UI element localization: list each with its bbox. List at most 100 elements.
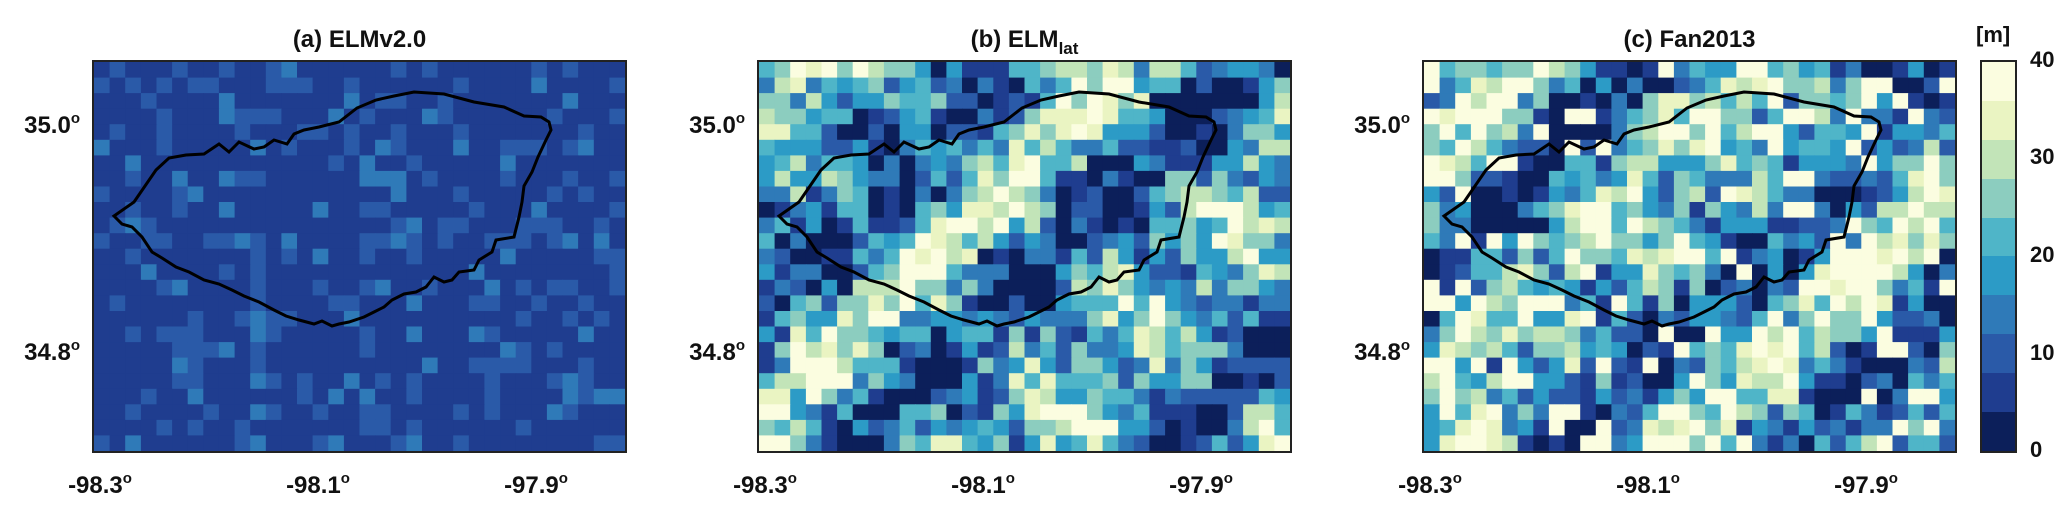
raster-cell [883,388,901,405]
raster-cell [1689,77,1706,94]
raster-cell [1689,233,1706,250]
raster-cell [1149,139,1166,156]
raster-cell [930,435,947,451]
raster-cell [1767,373,1784,390]
raster-cell [1486,295,1503,312]
raster-cell [1814,217,1831,234]
raster-cell [1024,357,1041,374]
raster-cell [1861,295,1878,312]
raster-cell [562,186,579,203]
raster-cell [312,93,329,110]
raster-cell [343,124,361,141]
colorbar-segment [1982,295,2015,335]
raster-cell [1689,124,1706,141]
raster-cell [1798,388,1815,405]
raster-cell [1939,357,1955,374]
raster-cell [1564,202,1581,219]
raster-cell [437,108,454,125]
raster-cell [1087,295,1104,312]
raster-cell [1439,326,1456,343]
raster-cell [1798,108,1815,125]
raster-cell [1424,202,1441,219]
raster-cell [562,326,579,343]
raster-cell [375,311,392,328]
raster-cell [500,93,517,110]
raster-cell [868,233,885,250]
raster-cell [375,419,392,437]
raster-cell [1830,124,1847,141]
raster-cell [187,357,204,374]
raster-cell [1149,404,1166,421]
raster-cell [1908,77,1925,94]
raster-cell [281,155,298,172]
raster-cell [1118,202,1135,219]
raster-cell [1705,77,1722,94]
raster-cell [1274,108,1290,125]
raster-cell [1908,233,1925,250]
raster-cell [562,264,579,281]
raster-cell [1689,295,1706,312]
raster-cell [140,155,158,172]
raster-cell [899,326,916,343]
raster-cell [609,124,625,141]
raster-cell [1470,217,1488,234]
raster-cell [805,233,823,250]
raster-cell [883,108,901,125]
raster-cell [1165,326,1182,343]
raster-cell [1424,93,1441,110]
raster-cell [1258,139,1275,156]
raster-cell [578,419,595,437]
raster-cell [1611,419,1628,437]
raster-cell [821,419,838,437]
raster-cell [1611,404,1628,421]
raster-cell [1102,373,1119,390]
raster-cell [899,295,916,312]
raster-cell [1736,295,1753,312]
raster-cell [774,170,791,188]
raster-cell [962,77,979,94]
raster-cell [1580,264,1597,281]
raster-cell [343,357,361,374]
raster-cell [546,248,564,265]
raster-cell [1502,435,1519,451]
raster-cell [1752,357,1769,374]
raster-cell [1502,326,1519,343]
raster-cell [1845,124,1862,141]
raster-cell [868,373,885,390]
raster-cell [1783,217,1800,234]
raster-cell [852,170,869,188]
raster-cell [1845,93,1862,110]
raster-cell [1008,264,1026,281]
raster-cell [1783,404,1800,421]
raster-cell [1486,93,1503,110]
raster-cell [805,388,823,405]
raster-cell [578,217,595,234]
raster-cell [1548,155,1566,172]
raster-cell [125,233,142,250]
raster-cell [1783,108,1800,125]
raster-cell [977,217,994,234]
raster-cell [1258,342,1275,359]
raster-cell [1798,357,1815,374]
raster-cell [234,202,251,219]
raster-cell [1211,62,1229,79]
raster-cell [593,404,610,421]
raster-cell [1243,139,1260,156]
colorbar [1980,60,2017,453]
raster-cell [868,108,885,125]
raster-cell [1055,248,1072,265]
raster-cell [234,419,251,437]
raster-cell [125,388,142,405]
raster-cell [821,388,838,405]
raster-cell [172,155,189,172]
raster-cell [265,62,282,79]
raster-cell [1752,217,1769,234]
raster-cell [1517,326,1534,343]
raster-cell [759,388,776,405]
raster-cell [1455,373,1472,390]
raster-cell [1908,264,1925,281]
raster-cell [609,155,625,172]
raster-cell [422,279,439,296]
raster-cell [868,357,885,374]
raster-cell [1087,311,1104,328]
